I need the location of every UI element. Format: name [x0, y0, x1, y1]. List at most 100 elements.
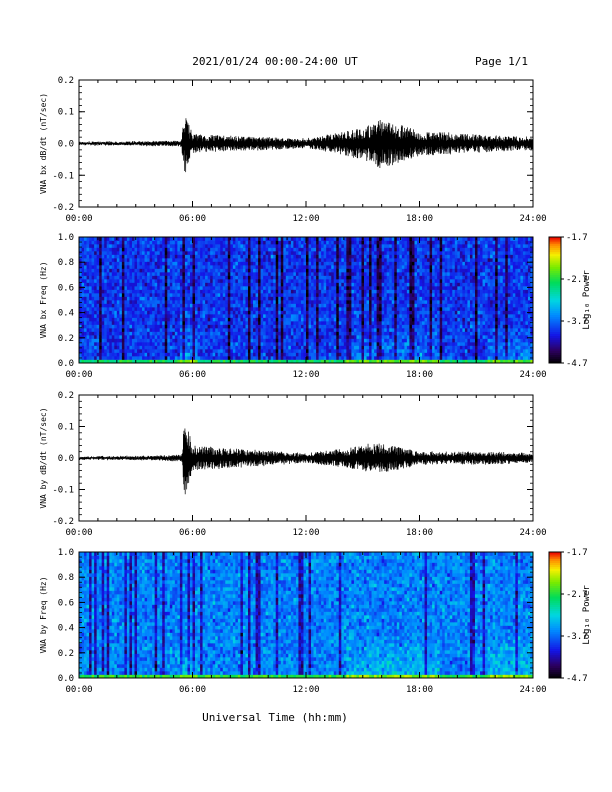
heatmap-cell: [106, 352, 110, 357]
heatmap-cell: [215, 254, 219, 259]
heatmap-cell: [237, 359, 241, 364]
heatmap-cell: [192, 240, 196, 245]
heatmap-cell: [313, 279, 317, 283]
heatmap-cell: [290, 272, 294, 276]
heatmap-cell: [353, 345, 357, 350]
heatmap-cell: [195, 331, 198, 336]
heatmap-cell: [121, 345, 125, 350]
heatmap-cell: [104, 345, 108, 350]
heatmap-cell: [265, 321, 269, 325]
heatmap-cell: [353, 240, 357, 245]
heatmap-cell: [336, 275, 340, 280]
heatmap-cell: [293, 251, 297, 255]
heatmap-cell: [94, 324, 97, 329]
heatmap-cell: [184, 240, 188, 245]
heatmap-cell: [164, 352, 168, 357]
heatmap-cell: [303, 317, 307, 322]
heatmap-cell: [162, 240, 166, 245]
heatmap-cell: [386, 272, 390, 276]
heatmap-cell: [250, 324, 254, 329]
heatmap-cell: [129, 317, 133, 322]
heatmap-cell: [202, 244, 206, 248]
heatmap-cell: [91, 237, 95, 241]
heatmap-cell: [187, 247, 191, 252]
heatmap-cell: [200, 279, 203, 283]
heatmap-cell: [401, 335, 405, 339]
heatmap-cell: [172, 279, 176, 283]
heatmap-cell: [278, 251, 282, 255]
heatmap-cell: [205, 352, 208, 357]
heatmap-cell: [326, 314, 330, 318]
heatmap-cell: [240, 286, 244, 290]
heatmap-cell: [220, 321, 224, 325]
heatmap-cell: [230, 338, 234, 343]
heatmap-cell: [290, 251, 294, 255]
heatmap-cell: [187, 303, 191, 308]
heatmap-cell: [106, 272, 110, 276]
heatmap-cell: [280, 307, 284, 311]
heatmap-cell: [396, 296, 400, 301]
heatmap-cell: [384, 321, 388, 325]
heatmap-cell: [298, 307, 302, 311]
heatmap-cell: [94, 251, 97, 255]
heatmap-cell: [331, 282, 335, 287]
heatmap-cell: [129, 244, 133, 248]
heatmap-cell: [288, 293, 292, 297]
heatmap-cell: [184, 345, 188, 350]
heatmap-cell: [179, 335, 183, 339]
heatmap-cell: [215, 282, 219, 287]
heatmap-cell: [253, 296, 256, 301]
heatmap-cell: [129, 265, 133, 269]
heatmap-cell: [230, 324, 234, 329]
heatmap-cell: [197, 300, 201, 304]
heatmap-cell: [275, 328, 279, 332]
heatmap-cell: [147, 268, 150, 273]
heatmap-cell: [351, 345, 355, 350]
heatmap-cell: [371, 321, 375, 325]
heatmap-cell: [346, 268, 350, 273]
heatmap-cell: [169, 310, 173, 315]
heatmap-cell: [240, 293, 244, 297]
heatmap-cell: [139, 352, 143, 357]
heatmap-cell: [147, 324, 150, 329]
heatmap-cell: [404, 289, 408, 294]
heatmap-cell: [152, 317, 156, 322]
heatmap-cell: [147, 254, 150, 259]
heatmap-cell: [106, 328, 110, 332]
heatmap-cell: [101, 293, 105, 297]
heatmap-cell: [338, 272, 342, 276]
heatmap-cell: [207, 317, 211, 322]
heatmap-cell: [189, 286, 193, 290]
heatmap-cell: [210, 352, 214, 357]
heatmap-cell: [348, 310, 352, 315]
heatmap-cell: [104, 328, 108, 332]
heatmap-cell: [346, 289, 350, 294]
heatmap-cell: [278, 244, 282, 248]
heatmap-cell: [401, 321, 405, 325]
heatmap-cell: [152, 268, 156, 273]
heatmap-cell: [280, 289, 284, 294]
heatmap-cell: [144, 300, 148, 304]
heatmap-cell: [195, 237, 198, 241]
heatmap-cell: [278, 349, 282, 353]
heatmap-cell: [303, 310, 307, 315]
heatmap-cell: [86, 328, 90, 332]
heatmap-cell: [162, 324, 166, 329]
heatmap-cell: [111, 324, 115, 329]
heatmap-cell: [99, 324, 103, 329]
heatmap-cell: [323, 342, 327, 346]
heatmap-cell: [182, 342, 186, 346]
heatmap-cell: [379, 247, 383, 252]
heatmap-cell: [409, 342, 413, 346]
heatmap-cell: [91, 345, 95, 350]
heatmap-cell: [177, 300, 181, 304]
heatmap-cell: [157, 265, 161, 269]
heatmap-cell: [401, 261, 405, 266]
heatmap-cell: [96, 286, 100, 290]
heatmap-cell: [351, 272, 355, 276]
heatmap-cell: [240, 359, 244, 364]
heatmap-cell: [343, 342, 347, 346]
heatmap-cell: [225, 296, 229, 301]
heatmap-cell: [142, 338, 145, 343]
heatmap-cell: [227, 352, 231, 357]
